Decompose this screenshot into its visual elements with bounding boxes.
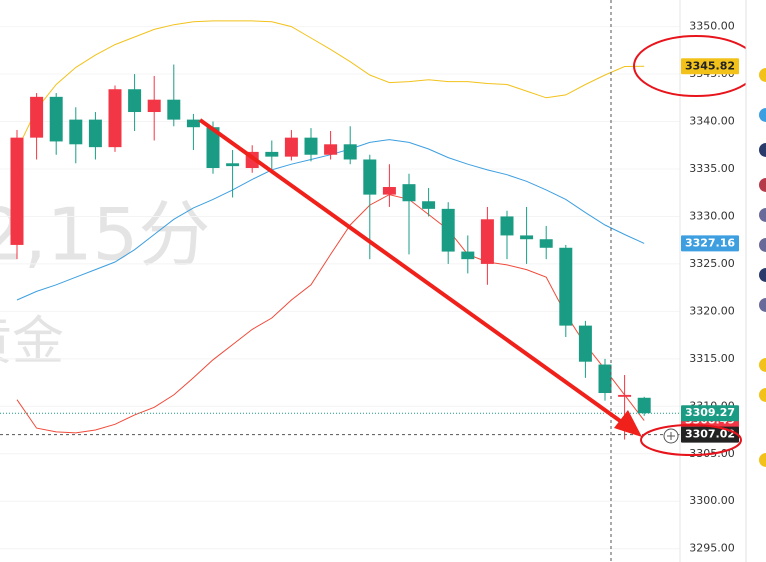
candle-body bbox=[539, 239, 553, 248]
candle-body bbox=[128, 89, 142, 113]
candle-body bbox=[637, 397, 651, 414]
side-icon[interactable] bbox=[759, 143, 766, 157]
candle-body bbox=[402, 184, 416, 202]
candle-body bbox=[304, 137, 318, 155]
y-tick-label: 3340.00 bbox=[689, 115, 735, 128]
candle-body bbox=[343, 144, 357, 160]
watermark: 2,15分 bbox=[0, 193, 210, 277]
candle-body bbox=[10, 137, 24, 245]
candle-body bbox=[382, 187, 396, 195]
candle-body bbox=[618, 394, 632, 397]
price-label: 3327.16 bbox=[685, 236, 735, 249]
candle-body bbox=[480, 219, 494, 264]
candle-body bbox=[167, 99, 181, 120]
candle-body bbox=[441, 208, 455, 252]
watermark-group: 2,15分黄金 bbox=[0, 193, 210, 372]
y-tick-label: 3295.00 bbox=[689, 542, 735, 555]
candle-body bbox=[578, 325, 592, 362]
arrow-head bbox=[614, 410, 642, 437]
candle-body bbox=[363, 159, 377, 195]
candle-body bbox=[559, 247, 573, 326]
candle-body bbox=[49, 96, 63, 142]
price-label-box bbox=[681, 405, 739, 422]
candle-body bbox=[461, 251, 475, 260]
candle-body bbox=[265, 151, 279, 157]
price-label-box bbox=[681, 58, 739, 75]
price-label: 3345.82 bbox=[685, 59, 735, 72]
y-tick-label: 3300.00 bbox=[689, 494, 735, 507]
price-label-box bbox=[681, 235, 739, 252]
candle-body bbox=[186, 119, 200, 128]
axis-group: 3295.003300.003305.003310.003315.003320.… bbox=[681, 20, 739, 555]
side-icon[interactable] bbox=[759, 298, 766, 312]
y-tick-label: 3330.00 bbox=[689, 209, 735, 222]
candle-body bbox=[108, 89, 122, 148]
y-tick-label: 3335.00 bbox=[689, 162, 735, 175]
side-icon[interactable] bbox=[759, 388, 766, 402]
candle-body bbox=[598, 364, 612, 394]
band-line bbox=[16, 20, 645, 151]
candle-body bbox=[30, 96, 44, 138]
candle-body bbox=[284, 137, 298, 157]
y-tick-label: 3320.00 bbox=[689, 304, 735, 317]
candle-body bbox=[147, 99, 161, 113]
side-icon[interactable] bbox=[759, 68, 766, 82]
candle-body bbox=[520, 235, 534, 240]
y-tick-label: 3325.00 bbox=[689, 257, 735, 270]
side-icon[interactable] bbox=[759, 238, 766, 252]
price-label-box bbox=[681, 426, 739, 443]
watermark: 黄金 bbox=[0, 312, 64, 372]
candle-body bbox=[88, 119, 102, 148]
candle-body bbox=[206, 127, 220, 169]
trend-arrow bbox=[198, 118, 632, 430]
side-icon[interactable] bbox=[759, 268, 766, 282]
side-panel bbox=[746, 0, 766, 562]
side-icon[interactable] bbox=[759, 208, 766, 222]
y-tick-label: 3350.00 bbox=[689, 20, 735, 33]
candle-body bbox=[500, 216, 514, 236]
band-line bbox=[16, 194, 645, 434]
side-icon[interactable] bbox=[759, 358, 766, 372]
side-icon[interactable] bbox=[759, 108, 766, 122]
y-tick-label: 3315.00 bbox=[689, 352, 735, 365]
highlight-ellipse bbox=[640, 424, 742, 456]
side-icon[interactable] bbox=[759, 178, 766, 192]
price-label: 3307.02 bbox=[685, 428, 735, 441]
price-label: 3309.27 bbox=[685, 406, 735, 419]
candle-body bbox=[324, 144, 338, 155]
candle-body bbox=[69, 119, 83, 145]
side-icon[interactable] bbox=[759, 453, 766, 467]
candle-body bbox=[226, 163, 240, 167]
candle-body bbox=[422, 201, 436, 209]
plot-group bbox=[0, 20, 680, 440]
